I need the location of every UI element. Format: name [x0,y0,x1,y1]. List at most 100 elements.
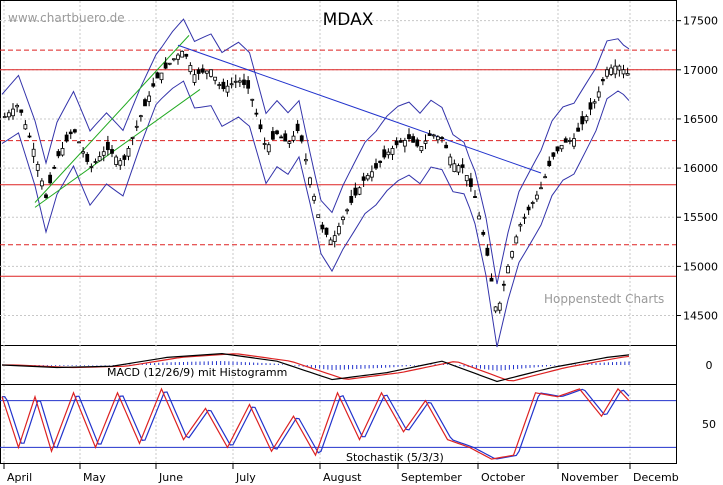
candle-body [68,131,73,135]
candle-body [605,69,609,77]
candle-body [15,105,20,108]
macd-title: MACD (12/26/9) mit Histogramm [107,366,287,379]
channel-lower-line [34,89,201,208]
candle-body [155,72,160,79]
x-tick-label: October [481,471,525,484]
candle-body [386,151,391,156]
candle-body [254,112,259,115]
candle-body [576,127,581,132]
candle-body [336,226,341,235]
x-tick-label: Decemb [633,471,679,484]
x-tick-label: April [7,471,32,484]
candle-body [316,214,321,218]
candle-body [464,175,469,182]
candle-body [221,81,226,90]
candle-body [114,156,119,165]
candle-body [456,165,461,173]
candle-body [200,68,205,73]
candle-body [237,80,242,83]
candle-body [64,134,69,142]
candle-body [559,144,564,150]
candle-body [353,187,358,196]
candle-body [477,215,482,220]
candle-body [452,163,457,172]
candle-body [332,235,337,242]
candle-body [588,102,593,110]
axis-layer: April May June July August September October No… [3,15,718,484]
candle-body [539,187,543,190]
y-tick-label: 16500 [683,113,718,126]
y-tick-label: 14500 [683,310,718,323]
candle-body [485,247,490,256]
candle-body [48,174,53,184]
candle-body [299,135,304,142]
candle-body [596,91,601,98]
candle-body [489,277,494,282]
candle-body [567,140,572,142]
candle-body [394,140,399,146]
candle-body [390,148,395,155]
candle-body [444,144,449,149]
candle-body [167,62,172,65]
y-tick-label: 17500 [683,15,718,28]
candle-body [526,206,531,211]
candle-body [242,79,246,85]
candle-body [555,146,560,152]
candle-body [163,62,168,69]
candle-body [402,140,407,147]
x-tick-label: July [235,471,256,484]
candle-body [151,83,156,87]
candle-body [180,50,185,58]
candle-body [209,69,213,77]
candle-body [44,194,48,198]
candle-body [435,136,440,141]
candle-body [547,160,552,167]
candle-body [427,133,432,136]
candle-body [518,224,523,227]
candle-body [613,65,618,75]
candle-body [97,156,102,162]
candle-body [609,67,614,75]
x-tick-label: September [401,471,462,484]
candle-body [378,160,383,163]
candle-body [188,65,193,73]
y-tick-label: 15500 [683,211,718,224]
candle-body [159,72,164,81]
candle-body [448,156,453,166]
stochastic-d-line [2,388,630,460]
candle-body [217,84,222,86]
x-tick-label: June [158,471,183,484]
candle-body [283,133,288,142]
candle-body [419,146,424,152]
candle-body [374,163,378,169]
candle-body [134,125,139,128]
candle-body [52,166,57,169]
candle-body [460,164,465,168]
candle-body [522,216,527,219]
candle-body [365,175,370,180]
candle-body [345,209,350,212]
candle-body [130,136,135,139]
macd-y-tick-label: 0 [706,359,713,372]
upper-band-line [1,18,630,285]
candle-body [89,166,94,168]
candle-body [543,176,548,179]
candle-body [431,134,436,137]
y-tick-label: 15000 [683,260,718,273]
candle-body [357,187,362,195]
candle-body [118,160,123,166]
candle-body [275,130,279,135]
candle-body [258,124,263,130]
candle-body [572,138,576,147]
candle-body [423,140,428,144]
candle-body [184,53,189,57]
x-tick-label: November [561,471,619,484]
candle-body [510,251,515,258]
candle-body [324,227,329,235]
candle-body [262,143,267,145]
candle-body [291,135,296,141]
channel-upper-line [34,35,190,203]
candle-body [551,152,556,157]
